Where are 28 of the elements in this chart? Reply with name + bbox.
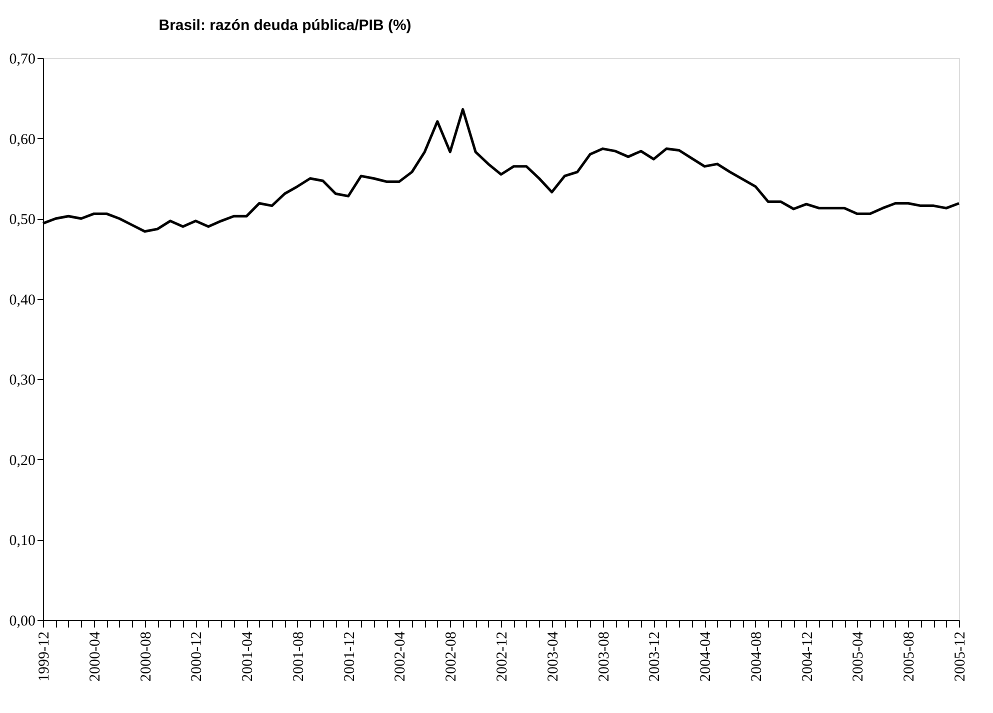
x-tick-label: 2003-08: [596, 632, 612, 682]
x-tick-label: 2000-08: [138, 632, 154, 682]
y-tick-label: 0,70: [9, 52, 36, 68]
x-tick-label: 2002-08: [444, 632, 460, 682]
y-tick-label: 0,60: [9, 132, 36, 148]
x-tick-label: 2000-04: [87, 631, 104, 682]
x-tick-label: 2003-04: [545, 631, 562, 682]
chart-title: Brasil: razón deuda pública/PIB (%): [158, 17, 412, 34]
x-tick-label: 1999-12: [36, 632, 52, 682]
y-tick-label: 0,20: [9, 452, 36, 469]
x-tick-label: 2003-12: [647, 632, 664, 682]
x-tick-label: 2004-04: [698, 631, 714, 682]
x-tick-label: 2002-04: [392, 631, 409, 682]
y-tick-label: 0,40: [9, 292, 36, 308]
y-tick-label: 0,00: [9, 614, 36, 630]
x-tick-label: 2005-12: [952, 632, 968, 682]
y-tick-label: 0,50: [9, 212, 36, 228]
x-tick-label: 2000-12: [189, 632, 206, 682]
y-tick-label: 0,30: [9, 372, 36, 389]
x-tick-label: 2004-08: [748, 632, 765, 682]
x-tick-label: 2005-08: [902, 632, 918, 682]
x-tick-label: 2002-12: [494, 632, 510, 682]
x-tick-label: 2001-08: [290, 632, 307, 682]
x-tick-label: 2004-12: [800, 632, 816, 682]
x-tick-label: 2005-04: [850, 631, 867, 682]
y-tick-label: 0,10: [9, 533, 36, 550]
x-tick-label: 2001-12: [342, 632, 358, 682]
x-tick-label: 2001-04: [240, 631, 256, 682]
